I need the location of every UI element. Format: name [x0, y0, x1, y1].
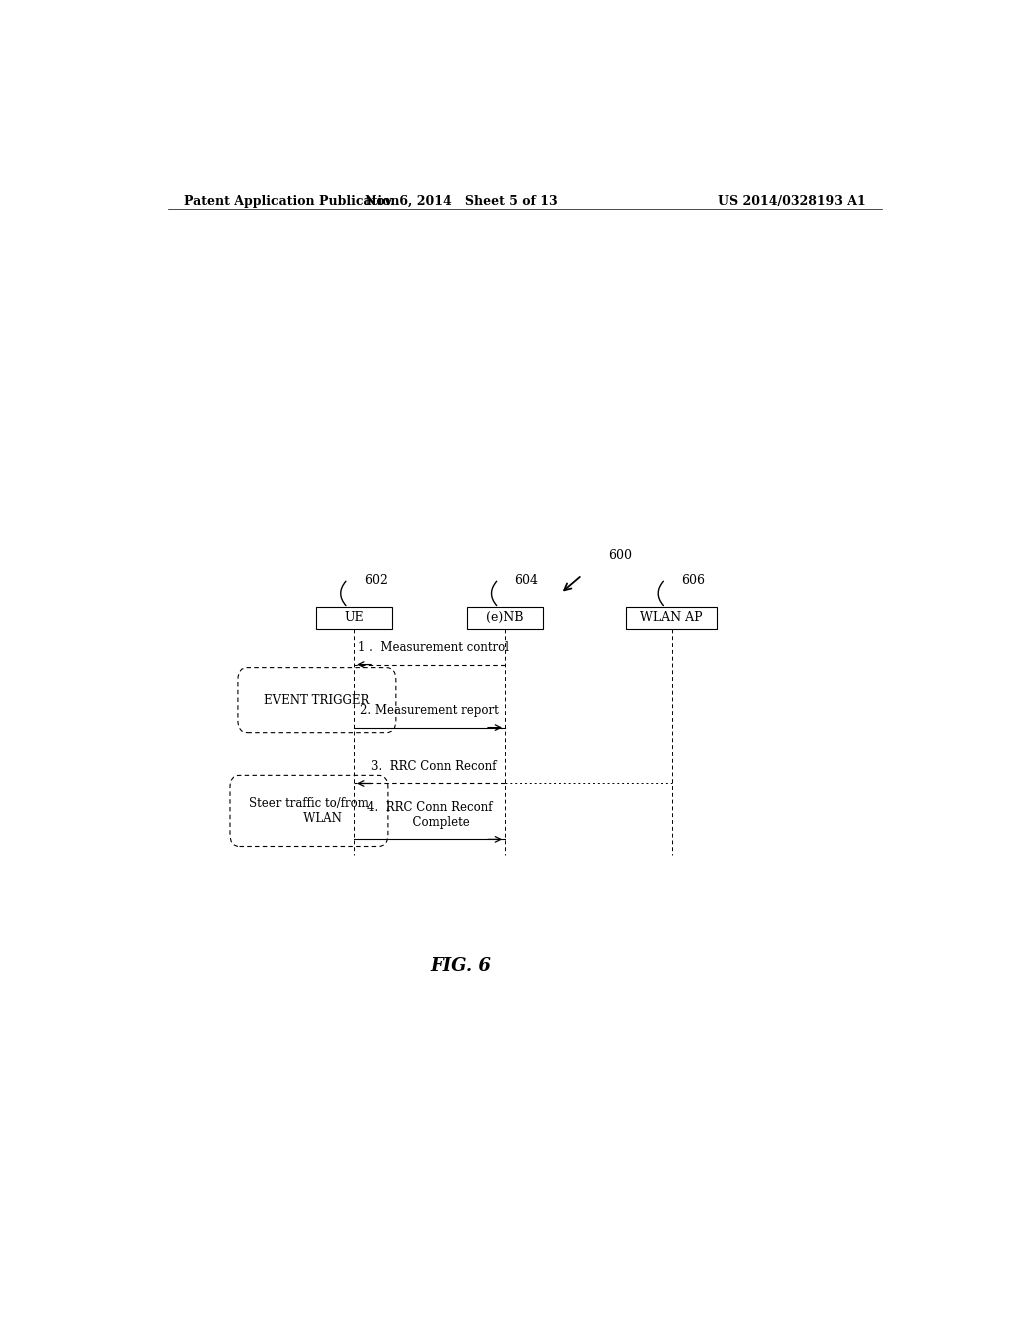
Text: 1 .  Measurement control: 1 . Measurement control — [358, 642, 509, 655]
Text: 4.  RRC Conn Reconf
      Complete: 4. RRC Conn Reconf Complete — [367, 801, 493, 829]
Text: 600: 600 — [608, 549, 632, 562]
Text: WLAN AP: WLAN AP — [640, 611, 702, 624]
Text: 602: 602 — [364, 574, 387, 587]
FancyBboxPatch shape — [467, 607, 543, 630]
Text: 604: 604 — [514, 574, 539, 587]
Text: 3.  RRC Conn Reconf: 3. RRC Conn Reconf — [371, 760, 497, 774]
Text: 606: 606 — [681, 574, 706, 587]
Text: US 2014/0328193 A1: US 2014/0328193 A1 — [718, 195, 866, 209]
Text: Steer traffic to/from
       WLAN: Steer traffic to/from WLAN — [249, 797, 369, 825]
Text: Patent Application Publication: Patent Application Publication — [183, 195, 399, 209]
Text: 2. Measurement report: 2. Measurement report — [360, 705, 499, 718]
Text: Nov. 6, 2014   Sheet 5 of 13: Nov. 6, 2014 Sheet 5 of 13 — [365, 195, 558, 209]
FancyBboxPatch shape — [230, 775, 388, 846]
Text: FIG. 6: FIG. 6 — [431, 957, 492, 975]
Text: EVENT TRIGGER: EVENT TRIGGER — [264, 693, 370, 706]
FancyBboxPatch shape — [316, 607, 392, 630]
FancyBboxPatch shape — [626, 607, 717, 630]
Text: (e)NB: (e)NB — [486, 611, 523, 624]
FancyBboxPatch shape — [238, 668, 396, 733]
Text: UE: UE — [344, 611, 364, 624]
